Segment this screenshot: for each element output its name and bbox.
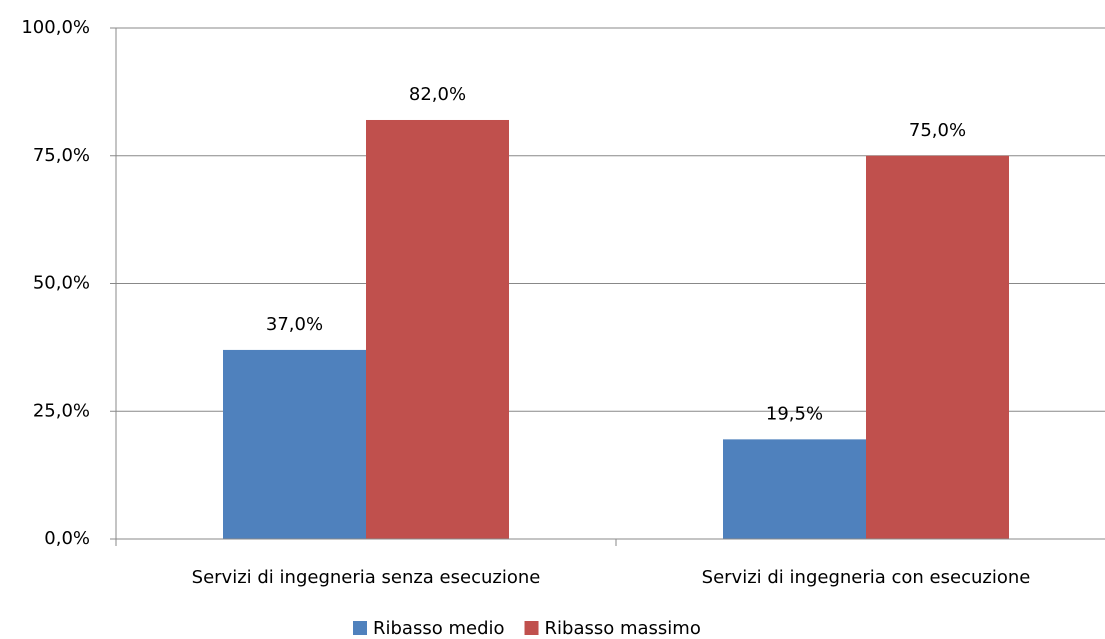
bar — [366, 119, 509, 539]
y-tick-label: 0,0% — [44, 528, 90, 549]
x-tick-label: Servizi di ingegneria senza esecuzione — [192, 567, 541, 588]
y-tick-label: 25,0% — [33, 400, 90, 421]
legend-swatch — [353, 621, 367, 635]
y-tick-label: 50,0% — [33, 273, 90, 294]
y-tick-label: 100,0% — [21, 17, 90, 38]
value-label: 82,0% — [409, 84, 466, 105]
bar — [723, 439, 866, 539]
bar — [866, 155, 1009, 539]
bar — [223, 349, 366, 539]
y-tick-label: 75,0% — [33, 145, 90, 166]
legend-label: Ribasso medio — [373, 618, 505, 639]
x-tick-label: Servizi di ingegneria con esecuzione — [702, 567, 1031, 588]
value-label: 37,0% — [266, 314, 323, 335]
value-label: 75,0% — [909, 120, 966, 141]
legend-swatch — [524, 621, 539, 635]
value-label: 19,5% — [766, 403, 823, 424]
legend-label: Ribasso massimo — [545, 618, 701, 639]
